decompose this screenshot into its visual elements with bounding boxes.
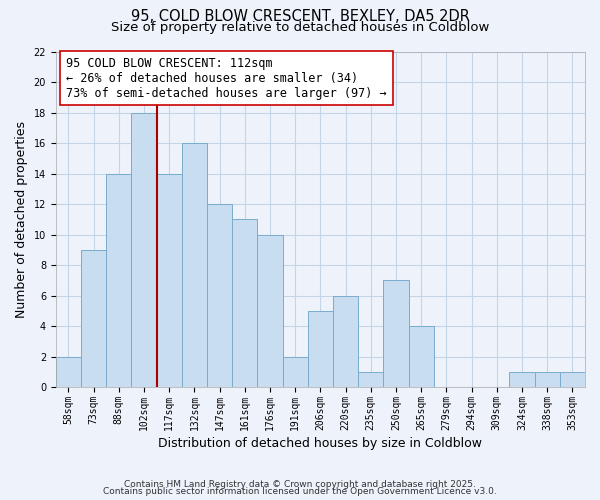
Bar [308, 311, 333, 387]
Bar [207, 204, 232, 387]
Bar [257, 234, 283, 387]
Bar [358, 372, 383, 387]
X-axis label: Distribution of detached houses by size in Coldblow: Distribution of detached houses by size … [158, 437, 482, 450]
Bar [509, 372, 535, 387]
Bar [409, 326, 434, 387]
Bar [157, 174, 182, 387]
Bar [333, 296, 358, 387]
Bar [383, 280, 409, 387]
Bar [182, 143, 207, 387]
Y-axis label: Number of detached properties: Number of detached properties [15, 121, 28, 318]
Text: Contains HM Land Registry data © Crown copyright and database right 2025.: Contains HM Land Registry data © Crown c… [124, 480, 476, 489]
Bar [131, 112, 157, 387]
Text: Size of property relative to detached houses in Coldblow: Size of property relative to detached ho… [111, 21, 489, 34]
Bar [106, 174, 131, 387]
Text: Contains public sector information licensed under the Open Government Licence v3: Contains public sector information licen… [103, 487, 497, 496]
Text: 95, COLD BLOW CRESCENT, BEXLEY, DA5 2DR: 95, COLD BLOW CRESCENT, BEXLEY, DA5 2DR [131, 9, 469, 24]
Bar [535, 372, 560, 387]
Bar [81, 250, 106, 387]
Text: 95 COLD BLOW CRESCENT: 112sqm
← 26% of detached houses are smaller (34)
73% of s: 95 COLD BLOW CRESCENT: 112sqm ← 26% of d… [67, 56, 387, 100]
Bar [283, 356, 308, 387]
Bar [56, 356, 81, 387]
Bar [560, 372, 585, 387]
Bar [232, 220, 257, 387]
